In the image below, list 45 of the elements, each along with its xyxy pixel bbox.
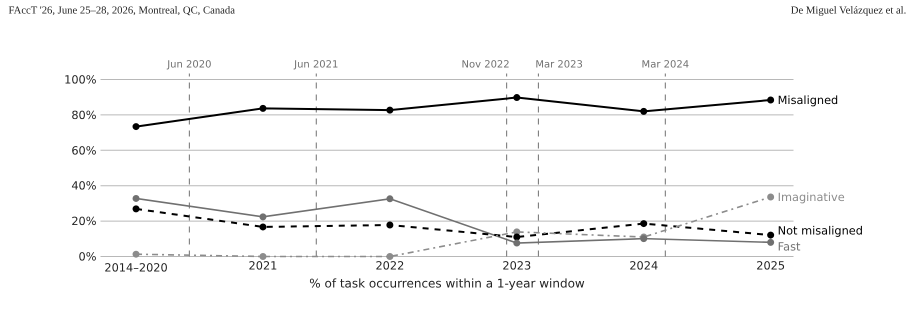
point: [386, 106, 394, 114]
x-tick-label: 2025: [756, 258, 786, 272]
x-tick-label: 2022: [375, 258, 404, 272]
point: [386, 195, 394, 202]
series-label: Imaginative: [778, 190, 845, 204]
point: [259, 223, 266, 230]
ref-line-label: Mar 2023: [535, 60, 583, 70]
point: [767, 238, 774, 246]
point: [513, 234, 520, 241]
x-axis-title: % of task occurrences within a 1-year window: [309, 276, 585, 290]
x-tick-label: 2021: [248, 258, 278, 272]
point: [259, 213, 266, 220]
point: [513, 94, 520, 102]
point: [640, 220, 648, 228]
point: [640, 108, 648, 115]
ref-line-label: Nov 2022: [462, 60, 510, 70]
point: [132, 250, 140, 258]
point: [259, 104, 266, 112]
y-tick-label: 100%: [64, 72, 97, 86]
x-tick-label: 2014–2020: [104, 260, 168, 274]
x-tick-label: 2023: [502, 258, 532, 272]
point: [386, 222, 394, 228]
point: [259, 253, 266, 260]
point: [767, 232, 774, 239]
point: [767, 194, 774, 201]
point: [513, 240, 520, 247]
ref-line-label: Jun 2021: [293, 60, 338, 70]
text: De Miguel Velázquez et al.: [790, 6, 906, 16]
point: [767, 96, 774, 104]
ref-line-label: Mar 2024: [642, 60, 690, 70]
series-label: Fast: [778, 239, 801, 254]
point: [386, 253, 394, 260]
y-tick-label: 80%: [71, 108, 97, 122]
ref-line-label: Jun 2020: [166, 60, 212, 70]
y-tick-label: 40%: [71, 178, 97, 193]
text: FAccT '26, June 25–28, 2026, Montreal, QC, Canada: [8, 6, 236, 16]
y-tick-label: 60%: [71, 143, 97, 158]
series-label: Misaligned: [778, 93, 838, 108]
point: [132, 205, 140, 212]
series-label: Not misaligned: [778, 223, 863, 238]
y-tick-label: 0%: [78, 250, 97, 264]
y-tick-label: 20%: [71, 214, 97, 228]
x-tick-label: 2024: [629, 258, 658, 272]
point: [132, 194, 140, 202]
point: [132, 123, 140, 130]
